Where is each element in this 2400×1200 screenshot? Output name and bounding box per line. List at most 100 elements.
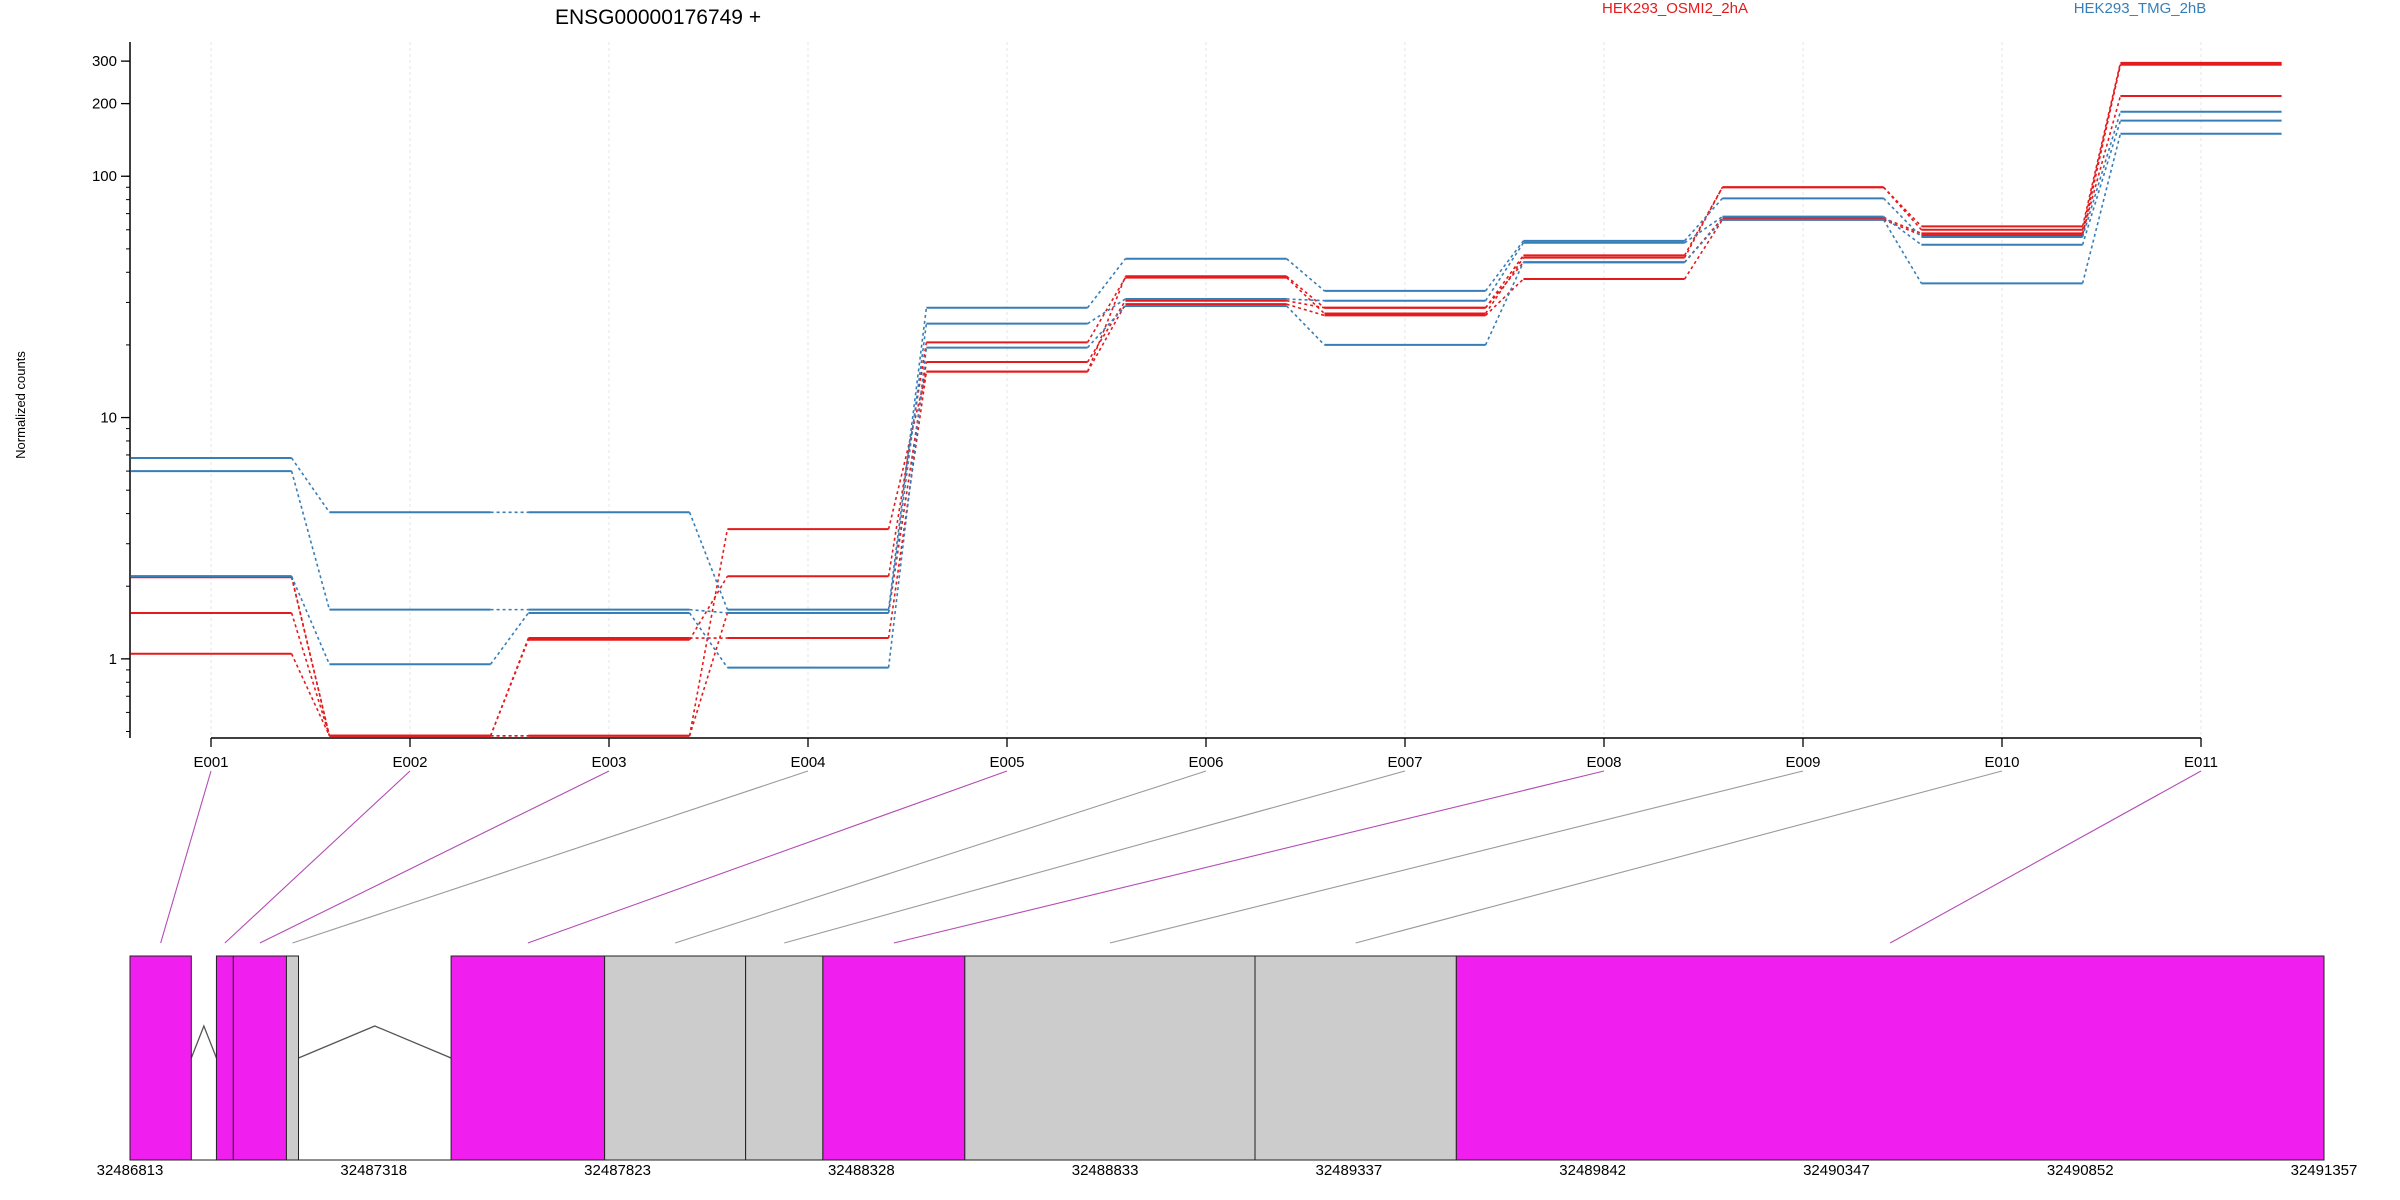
series-connector — [688, 511, 729, 610]
series-connector — [1484, 242, 1525, 302]
series-7 — [130, 132, 2282, 669]
series-connector — [1683, 219, 1724, 280]
x-tick-label: E003 — [591, 754, 626, 771]
series-connector — [1087, 305, 1126, 349]
exonic-part-e011 — [1455, 955, 2325, 1161]
series-connector — [1484, 254, 1525, 309]
series-connector — [290, 612, 331, 737]
series-connector — [1683, 186, 1724, 259]
x-tick-label: E006 — [1188, 754, 1223, 771]
series-connector — [1882, 186, 1923, 231]
x-tick-label: E009 — [1785, 754, 1820, 771]
series-connector — [1286, 258, 1325, 292]
series-connector — [1286, 298, 1325, 302]
x-tick-label: E008 — [1586, 754, 1621, 771]
intron — [190, 1024, 218, 1059]
series-connector — [489, 637, 530, 737]
y-axis: 1 10 100 200 300 — [92, 42, 131, 738]
series-connector — [1485, 278, 1524, 316]
y-axis-label: Normalized counts — [13, 351, 28, 459]
series-connector — [1086, 275, 1127, 372]
connector-e007 — [784, 770, 1406, 944]
exonic-part-e008 — [822, 955, 966, 1161]
exonic-part-e004 — [285, 955, 300, 1161]
genomic-coordinate-label: 32490852 — [2047, 1162, 2114, 1179]
series-connector — [2081, 64, 2122, 230]
genomic-coordinate-label: 32489337 — [1316, 1162, 1383, 1179]
series-connector — [1883, 219, 1922, 236]
genomic-coordinate-label: 32488833 — [1072, 1162, 1139, 1179]
series-lines — [130, 61, 2282, 737]
series-connector — [290, 457, 331, 513]
series-2 — [130, 63, 2282, 737]
y-tick-label: 100 — [92, 168, 117, 185]
x-tick-label: E005 — [989, 754, 1024, 771]
x-tick-label: E002 — [392, 754, 427, 771]
x-tick-label: E010 — [1984, 754, 2019, 771]
x-tick-label: E001 — [193, 754, 228, 771]
series-connector — [1086, 303, 1127, 373]
series-connector — [1286, 305, 1325, 346]
series-connector — [1286, 275, 1325, 309]
genomic-coordinate-label: 32488328 — [828, 1162, 895, 1179]
legend: HEK293_OSMI2_2hA HEK293_TMG_2hB — [1602, 0, 2206, 17]
series-connector — [290, 577, 331, 736]
genomic-coordinate-label: 32489842 — [1559, 1162, 1626, 1179]
series-connector — [688, 612, 729, 737]
genomic-coordinate-label: 32486813 — [97, 1162, 164, 1179]
exonic-part-e001 — [129, 955, 192, 1161]
series-connector — [489, 612, 530, 665]
series-connector — [887, 307, 928, 610]
grid-lines — [210, 42, 2202, 738]
connector-e001 — [160, 770, 212, 944]
y-tick-label: 200 — [92, 96, 117, 113]
series-connector — [1683, 186, 1724, 256]
exon-connector-lines — [160, 770, 2202, 944]
series-4 — [130, 63, 2282, 737]
y-tick-label: 10 — [100, 410, 117, 427]
series-connector — [290, 575, 331, 665]
series-connector — [1484, 261, 1525, 346]
connector-e008 — [893, 770, 1605, 944]
series-connector — [1484, 257, 1525, 314]
exonic-part-e003 — [232, 955, 287, 1161]
connector-e006 — [674, 770, 1207, 944]
series-connector — [1484, 240, 1525, 292]
legend-entry: HEK293_OSMI2_2hA — [1602, 0, 1748, 17]
x-tick-label: E011 — [2184, 754, 2218, 771]
genomic-coordinate-label: 32487823 — [584, 1162, 651, 1179]
exonic-part-e007 — [745, 955, 824, 1161]
series-connector — [688, 575, 729, 641]
series-connector — [1683, 219, 1724, 263]
connector-e004 — [292, 770, 809, 944]
series-connector — [887, 323, 928, 614]
x-axis: E001 E002 E003 E004 E005 E006 E007 E008 E009 E010… — [193, 737, 2218, 771]
connector-e005 — [527, 770, 1008, 944]
series-connector — [1086, 258, 1127, 309]
y-tick-label: 1 — [109, 651, 117, 668]
series-connector — [689, 608, 728, 614]
chart-title: ENSG00000176749 + — [555, 6, 761, 29]
series-connector — [1286, 277, 1325, 315]
exonic-part-e002 — [215, 955, 234, 1161]
connector-e003 — [259, 770, 610, 944]
series-connector — [2081, 120, 2122, 246]
series-5 — [130, 110, 2282, 611]
series-connector — [2081, 62, 2122, 227]
series-connector — [1086, 277, 1127, 343]
series-connector — [1484, 261, 1525, 309]
series-connector — [1684, 216, 1723, 244]
series-connector — [290, 653, 331, 737]
series-connector — [1087, 298, 1126, 325]
series-6 — [130, 119, 2282, 614]
exonic-part-e005 — [450, 955, 606, 1161]
genomic-coordinate-label: 32487318 — [340, 1162, 407, 1179]
series-connector — [2081, 133, 2122, 284]
series-connector — [489, 639, 530, 737]
connector-e002 — [224, 770, 411, 944]
series-connector — [2081, 95, 2122, 234]
series-connector — [2081, 111, 2122, 238]
series-connector — [688, 612, 729, 669]
series-connector — [1883, 216, 1922, 246]
